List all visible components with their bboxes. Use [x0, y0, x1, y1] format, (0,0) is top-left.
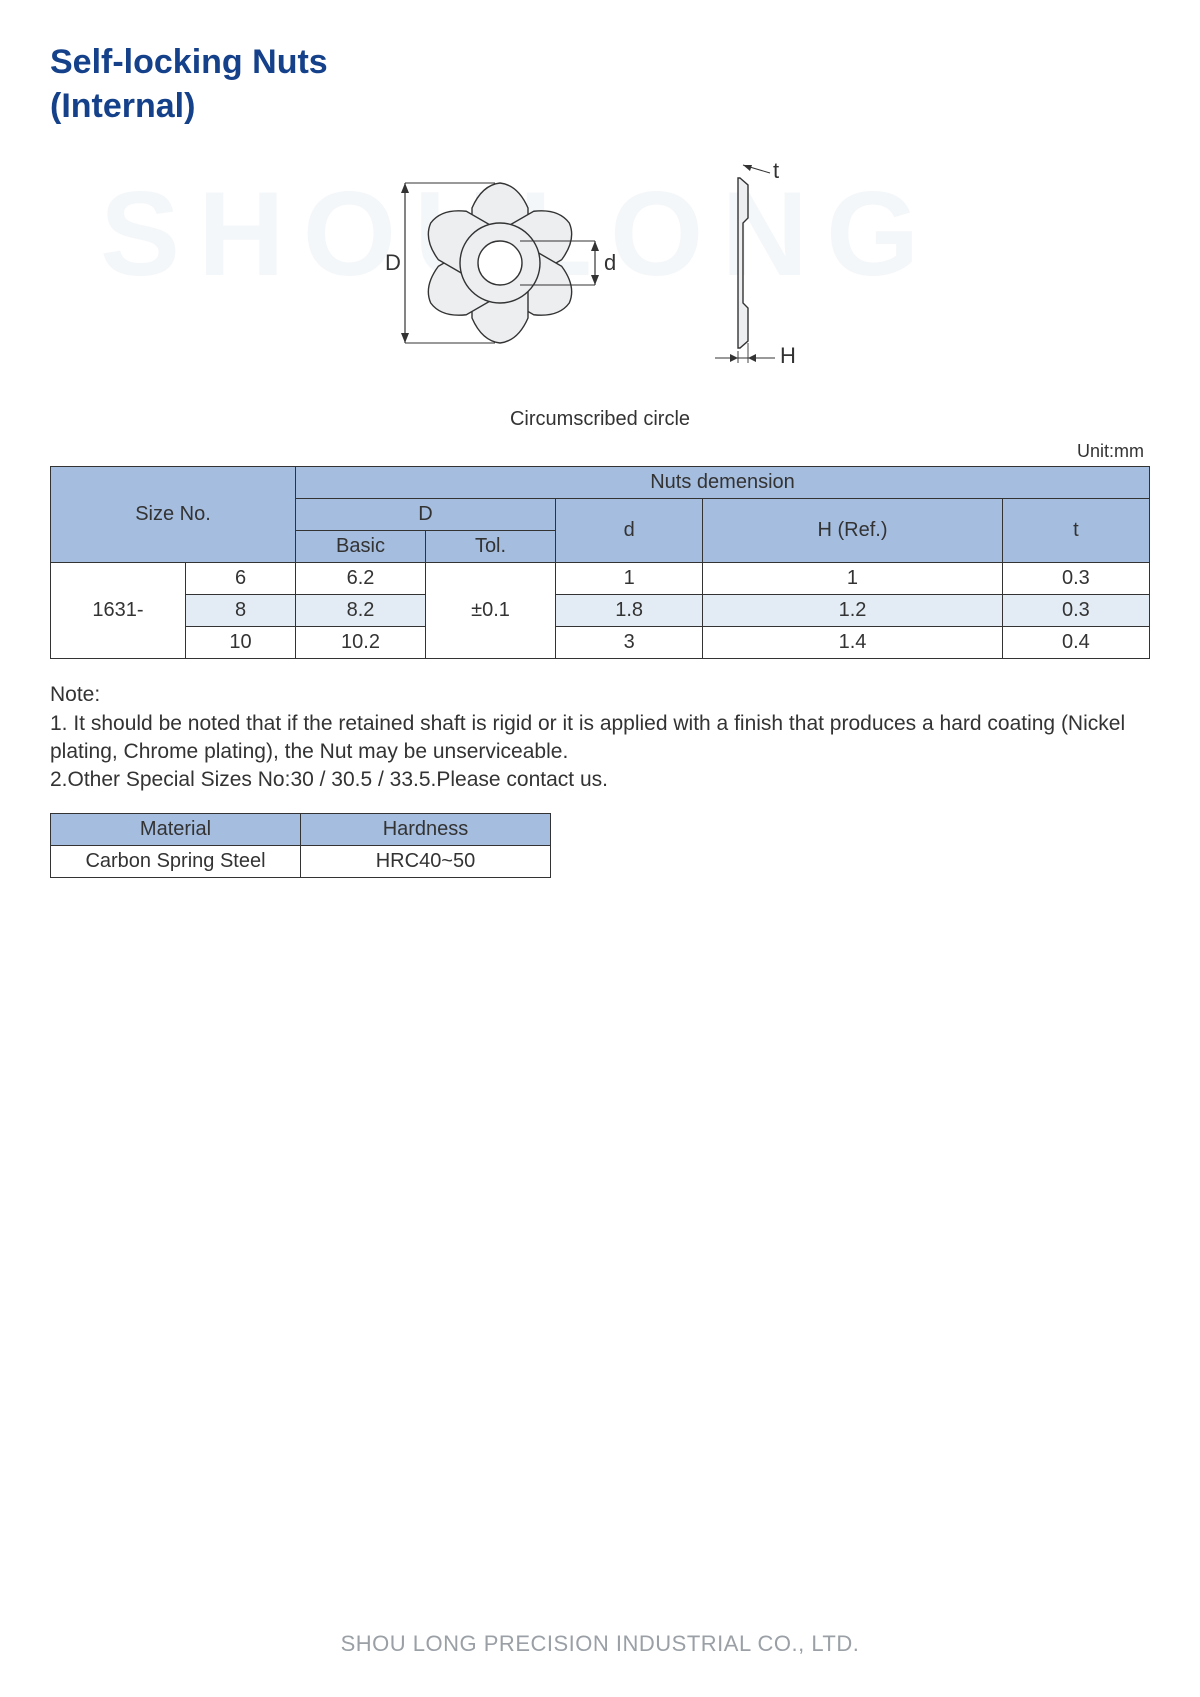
- note-line-1: 1. It should be noted that if the retain…: [50, 710, 1150, 767]
- col-hardness: Hardness: [301, 813, 551, 845]
- col-d: d: [556, 499, 703, 563]
- footer-text: SHOU LONG PRECISION INDUSTRIAL CO., LTD.: [0, 1631, 1200, 1657]
- dim-label-d: d: [604, 250, 616, 275]
- diagram-caption: Circumscribed circle: [50, 408, 1150, 431]
- title-line-2: (Internal): [50, 84, 1150, 128]
- hardness-value: HRC40~50: [301, 845, 551, 877]
- col-D: D: [296, 499, 556, 531]
- col-size: Size No.: [51, 467, 296, 563]
- dim-label-t: t: [773, 158, 779, 183]
- spec-table: Size No. Nuts demension D d H (Ref.) t B…: [50, 466, 1150, 659]
- technical-diagram: D d t H: [50, 153, 1150, 431]
- col-D-tol: Tol.: [426, 531, 556, 563]
- col-t: t: [1002, 499, 1149, 563]
- table-row: 8 8.2 1.8 1.2 0.3: [51, 595, 1150, 627]
- col-material: Material: [51, 813, 301, 845]
- series-cell: 1631-: [51, 563, 186, 659]
- unit-label: Unit:mm: [50, 441, 1144, 462]
- material-value: Carbon Spring Steel: [51, 845, 301, 877]
- col-H: H (Ref.): [703, 499, 1002, 563]
- material-table: Material Hardness Carbon Spring Steel HR…: [50, 813, 551, 878]
- notes-heading: Note:: [50, 681, 1150, 709]
- dim-label-H: H: [780, 343, 796, 368]
- note-line-2: 2.Other Special Sizes No:30 / 30.5 / 33.…: [50, 766, 1150, 794]
- tol-cell: ±0.1: [426, 563, 556, 659]
- dim-label-D: D: [385, 250, 401, 275]
- notes-section: Note: 1. It should be noted that if the …: [50, 681, 1150, 794]
- page-title: Self-locking Nuts (Internal): [50, 40, 1150, 128]
- header-group: Nuts demension: [296, 467, 1150, 499]
- title-line-1: Self-locking Nuts: [50, 40, 1150, 84]
- table-row: 1631- 6 6.2 ±0.1 1 1 0.3: [51, 563, 1150, 595]
- col-D-basic: Basic: [296, 531, 426, 563]
- table-row: 10 10.2 3 1.4 0.4: [51, 627, 1150, 659]
